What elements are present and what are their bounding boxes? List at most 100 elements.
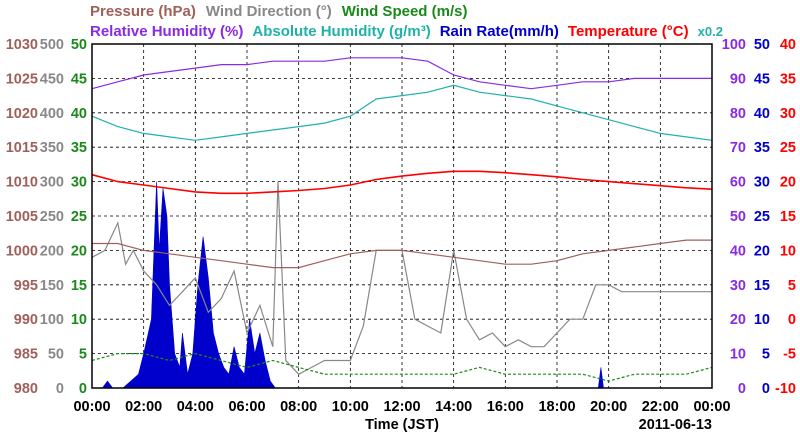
left-axis-tick-label: 1010	[6, 175, 38, 191]
series-layer	[91, 57, 713, 389]
right-axis-tick-label: 90	[730, 71, 746, 87]
legend-entry: Relative Humidity (%)	[90, 23, 243, 40]
series-line	[91, 352, 713, 382]
legend-entry: Wind Speed (m/s)	[342, 3, 468, 20]
left-axis-tick-label: 500	[40, 37, 64, 53]
right-axis-tick-label: 30	[754, 175, 770, 191]
left-axis-tick-label: 150	[40, 278, 64, 294]
right-axis-tick-label: 5	[788, 278, 796, 294]
legend-entry: Temperature (°C)	[568, 23, 689, 40]
left-axis-tick-label: 300	[40, 175, 64, 191]
right-axis-tick-label: 100	[722, 37, 746, 53]
x-axis-tick-label: 00:00	[693, 399, 730, 415]
legend-entry: Absolute Humidity (g/m³)	[252, 23, 430, 40]
legend-entry: Pressure (hPa)	[90, 3, 196, 20]
series-line	[91, 84, 713, 141]
x-axis-tick-label: 06:00	[228, 399, 265, 415]
left-axis-tick-label: 35	[71, 140, 87, 156]
left-axis-tick-label: 50	[71, 37, 87, 53]
left-axis-tick-label: 450	[40, 71, 64, 87]
x-axis-tick-label: 20:00	[590, 399, 627, 415]
right-axis-tick-label: 50	[730, 209, 746, 225]
x-axis-tick-label: 00:00	[73, 399, 110, 415]
x-axis-tick-label: 10:00	[332, 399, 369, 415]
left-axis-tick-label: 0	[79, 381, 87, 397]
right-axis-tick-label: 5	[762, 347, 770, 363]
left-axis-tick-label: 200	[40, 243, 64, 259]
right-axes: 1009080706050403020100504540353025201510…	[722, 37, 796, 397]
left-axis-tick-label: 10	[71, 312, 87, 328]
left-axis-tick-label: 45	[71, 71, 87, 87]
right-axis-tick-label: 20	[754, 243, 770, 259]
right-axis-tick-label: 50	[754, 37, 770, 53]
left-axes: 1030102510201015101010051000995990985980…	[6, 37, 87, 397]
left-axis-tick-label: 5	[79, 347, 87, 363]
left-axis-tick-label: 1025	[6, 71, 38, 87]
left-axis-tick-label: 250	[40, 209, 64, 225]
legend-entry: Wind Direction (°)	[206, 3, 332, 20]
legend-row-2: Relative Humidity (%) Absolute Humidity (…	[90, 23, 723, 40]
right-axis-tick-label: 70	[730, 140, 746, 156]
right-axis-tick-label: 20	[730, 312, 746, 328]
legend-row-1: Pressure (hPa) Wind Direction (°) Wind Spe…	[90, 3, 467, 20]
left-axis-tick-label: 990	[14, 312, 38, 328]
left-axis-tick-label: 1030	[6, 37, 38, 53]
left-axis-tick-label: 40	[71, 106, 87, 122]
right-axis-tick-label: 25	[754, 209, 770, 225]
legend-entry: x0.2	[698, 24, 723, 39]
left-axis-tick-label: 1020	[6, 106, 38, 122]
right-axis-tick-label: 10	[780, 243, 796, 259]
left-axis-tick-label: 400	[40, 106, 64, 122]
right-axis-tick-label: 40	[780, 37, 796, 53]
right-axis-tick-label: 25	[780, 140, 796, 156]
right-axis-tick-label: 35	[780, 71, 796, 87]
x-axis: 00:00 02:00 04:00 06:00 08:00 10:00 12:00 14:00…	[73, 399, 730, 433]
x-axis-tick-label: 16:00	[487, 399, 524, 415]
right-axis-tick-label: 80	[730, 106, 746, 122]
right-axis-tick-label: 35	[754, 140, 770, 156]
legend: Pressure (hPa) Wind Direction (°) Wind Spe…	[90, 3, 723, 40]
left-axis-tick-label: 995	[14, 278, 38, 294]
series-rain-rate-area	[92, 181, 712, 389]
x-axis-tick-label: 08:00	[280, 399, 317, 415]
left-axis-tick-label: 20	[71, 243, 87, 259]
date-label: 2011-06-13	[639, 417, 712, 433]
right-axis-tick-label: 0	[762, 381, 770, 397]
left-axis-tick-label: 1005	[6, 209, 38, 225]
x-axis-tick-label: 02:00	[125, 399, 162, 415]
series-line	[91, 57, 712, 90]
left-axis-tick-label: 50	[48, 347, 64, 363]
x-axis-tick-label: 14:00	[435, 399, 472, 415]
left-axis-tick-label: 350	[40, 140, 64, 156]
right-axis-tick-label: 0	[788, 312, 796, 328]
left-axis-tick-label: 985	[14, 347, 38, 363]
left-axis-tick-label: 1000	[6, 243, 38, 259]
right-axis-tick-label: 0	[738, 381, 746, 397]
left-axis-tick-label: 25	[71, 209, 87, 225]
right-axis-tick-label: -10	[775, 381, 796, 397]
right-axis-tick-label: 10	[730, 347, 746, 363]
series-line	[91, 170, 713, 195]
right-axis-tick-label: 15	[780, 209, 796, 225]
x-axis-tick-label: 22:00	[642, 399, 679, 415]
right-axis-tick-label: 40	[730, 243, 746, 259]
x-axis-tick-label: 12:00	[383, 399, 420, 415]
right-axis-tick-label: 30	[730, 278, 746, 294]
left-axis-tick-label: 1015	[6, 140, 38, 156]
left-axis-tick-label: 30	[71, 175, 87, 191]
left-axis-tick-label: 15	[71, 278, 87, 294]
right-axis-tick-label: 30	[780, 106, 796, 122]
right-axis-tick-label: 20	[780, 175, 796, 191]
right-axis-tick-label: 60	[730, 175, 746, 191]
left-axis-tick-label: 100	[40, 312, 64, 328]
series-line	[92, 239, 712, 269]
legend-entry: Rain Rate(mm/h)	[440, 23, 559, 40]
x-axis-tick-label: 18:00	[538, 399, 575, 415]
x-axis-title: Time (JST)	[365, 417, 439, 433]
right-axis-tick-label: 15	[754, 278, 770, 294]
left-axis-tick-label: 980	[14, 381, 38, 397]
x-axis-tick-label: 04:00	[177, 399, 214, 415]
left-axis-tick-label: 0	[56, 381, 64, 397]
right-axis-tick-label: 40	[754, 106, 770, 122]
